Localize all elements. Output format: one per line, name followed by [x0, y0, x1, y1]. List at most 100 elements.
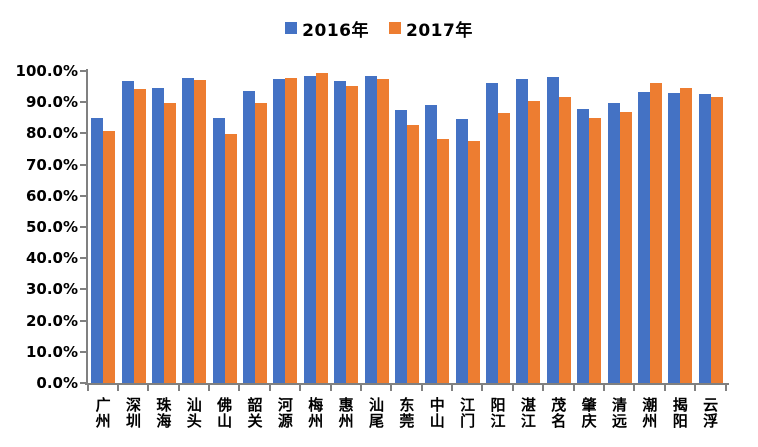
x-tick-mark: [238, 385, 241, 391]
y-tick-mark: [80, 194, 86, 197]
bar-2016年-肇庆: [577, 109, 590, 383]
x-tick-label-汕尾: 汕尾: [369, 396, 385, 430]
y-tick-label: 70.0%: [25, 155, 78, 174]
bar-2017年-阳江: [498, 112, 511, 383]
bar-group-深圳: [118, 71, 148, 383]
bar-group-汕尾: [361, 71, 391, 383]
bar-2017年-佛山: [224, 133, 237, 383]
bar-2017年-江门: [467, 141, 480, 383]
y-tick-mark: [80, 257, 86, 260]
x-tick-mark: [420, 385, 423, 391]
x-tick-mark: [390, 385, 393, 391]
x-tick-mark: [694, 385, 697, 391]
y-tick-mark: [80, 163, 86, 166]
x-label-cell: 清远: [604, 397, 634, 429]
y-tick-label: 60.0%: [25, 186, 78, 205]
x-tick-mark: [633, 385, 636, 391]
y-tick-mark: [80, 382, 86, 384]
x-tick-mark: [511, 385, 514, 391]
bar-group-江门: [453, 71, 483, 383]
y-tick-label: 0.0%: [36, 374, 78, 392]
x-label-cell: 韶关: [240, 397, 270, 429]
legend-item-2017: 2017年: [389, 16, 473, 41]
x-tick-mark: [268, 385, 271, 391]
y-tick-label: 40.0%: [25, 249, 78, 268]
y-tick-mark: [80, 132, 86, 135]
bar-2016年-湛江: [516, 78, 529, 383]
x-tick-label-清远: 清远: [612, 396, 628, 430]
bar-2016年-茂名: [546, 77, 559, 383]
legend-swatch-2016-icon: [285, 22, 298, 34]
bar-group-惠州: [331, 71, 361, 383]
x-label-cell: 汕头: [179, 397, 209, 429]
y-tick-mark: [80, 101, 86, 104]
x-label-cell: 中山: [422, 397, 452, 429]
legend-label-2017: 2017年: [406, 20, 473, 41]
x-label-cell: 江门: [453, 397, 483, 429]
x-label-cell: 梅州: [301, 397, 331, 429]
x-label-cell: 湛江: [513, 397, 543, 429]
x-label-cell: 佛山: [210, 397, 240, 429]
x-tick-mark: [359, 385, 362, 391]
bar-2017年-肇庆: [589, 118, 602, 383]
bar-group-河源: [270, 71, 300, 383]
bar-group-东莞: [392, 71, 422, 383]
legend-item-2016: 2016年: [285, 16, 369, 41]
x-label-cell: 潮州: [635, 397, 665, 429]
x-axis-line: [85, 383, 729, 385]
x-tick-mark: [724, 385, 727, 391]
x-tick-label-珠海: 珠海: [156, 396, 172, 430]
y-tick-mark: [80, 319, 86, 322]
x-tick-mark: [208, 385, 211, 391]
bar-2016年-广州: [91, 118, 104, 383]
x-tick-label-茂名: 茂名: [551, 396, 567, 430]
x-tick-label-云浮: 云浮: [703, 396, 719, 430]
y-tick-label: 20.0%: [25, 311, 78, 330]
bar-2016年-惠州: [334, 80, 347, 383]
x-tick-label-汕头: 汕头: [186, 396, 202, 430]
bar-2017年-揭阳: [680, 88, 693, 383]
bar-2017年-珠海: [163, 103, 176, 383]
x-label-cell: 云浮: [696, 397, 726, 429]
x-tick-mark: [542, 385, 545, 391]
bar-group-广州: [88, 71, 118, 383]
bar-group-珠海: [149, 71, 179, 383]
x-tick-label-湛江: 湛江: [520, 396, 536, 430]
y-tick-label: 50.0%: [25, 218, 78, 236]
bar-group-肇庆: [574, 71, 604, 383]
x-tick-label-深圳: 深圳: [126, 396, 142, 430]
y-tick-label: 90.0%: [25, 93, 78, 112]
x-tick-mark: [177, 385, 180, 391]
x-tick-mark: [147, 385, 150, 391]
bar-2016年-梅州: [303, 76, 316, 383]
bar-2017年-汕尾: [376, 79, 389, 383]
x-axis-labels: 广州 深圳 珠海 汕头 佛山 韶关 河源 梅州 惠州 汕尾 东莞 中山 江门 阳江 湛江 茂名 肇庆 清远 潮州 揭阳…: [88, 397, 726, 429]
x-tick-label-梅州: 梅州: [308, 396, 324, 430]
y-axis-line: [86, 69, 88, 384]
x-tick-mark: [481, 385, 484, 391]
x-label-cell: 阳江: [483, 397, 513, 429]
y-tick-label: 10.0%: [25, 342, 78, 361]
x-tick-label-东莞: 东莞: [399, 396, 415, 430]
x-label-cell: 东莞: [392, 397, 422, 429]
bar-group-茂名: [544, 71, 574, 383]
bar-2016年-揭阳: [668, 92, 681, 383]
bar-2017年-韶关: [255, 102, 268, 383]
y-tick-label: 100.0%: [15, 62, 78, 80]
x-tick-mark: [86, 385, 89, 391]
bar-2017年-广州: [103, 131, 116, 383]
y-tick-mark: [80, 226, 86, 228]
legend: 2016年 2017年: [0, 16, 758, 41]
x-label-cell: 河源: [270, 397, 300, 429]
bar-2016年-珠海: [151, 87, 164, 383]
bar-2017年-中山: [437, 139, 450, 383]
bar-2016年-东莞: [394, 110, 407, 383]
bar-2017年-潮州: [649, 83, 662, 383]
bar-group-云浮: [696, 71, 726, 383]
bar-2016年-汕头: [182, 78, 195, 383]
x-tick-label-中山: 中山: [429, 396, 445, 430]
bar-group-梅州: [301, 71, 331, 383]
x-label-cell: 茂名: [544, 397, 574, 429]
x-tick-label-惠州: 惠州: [338, 396, 354, 430]
